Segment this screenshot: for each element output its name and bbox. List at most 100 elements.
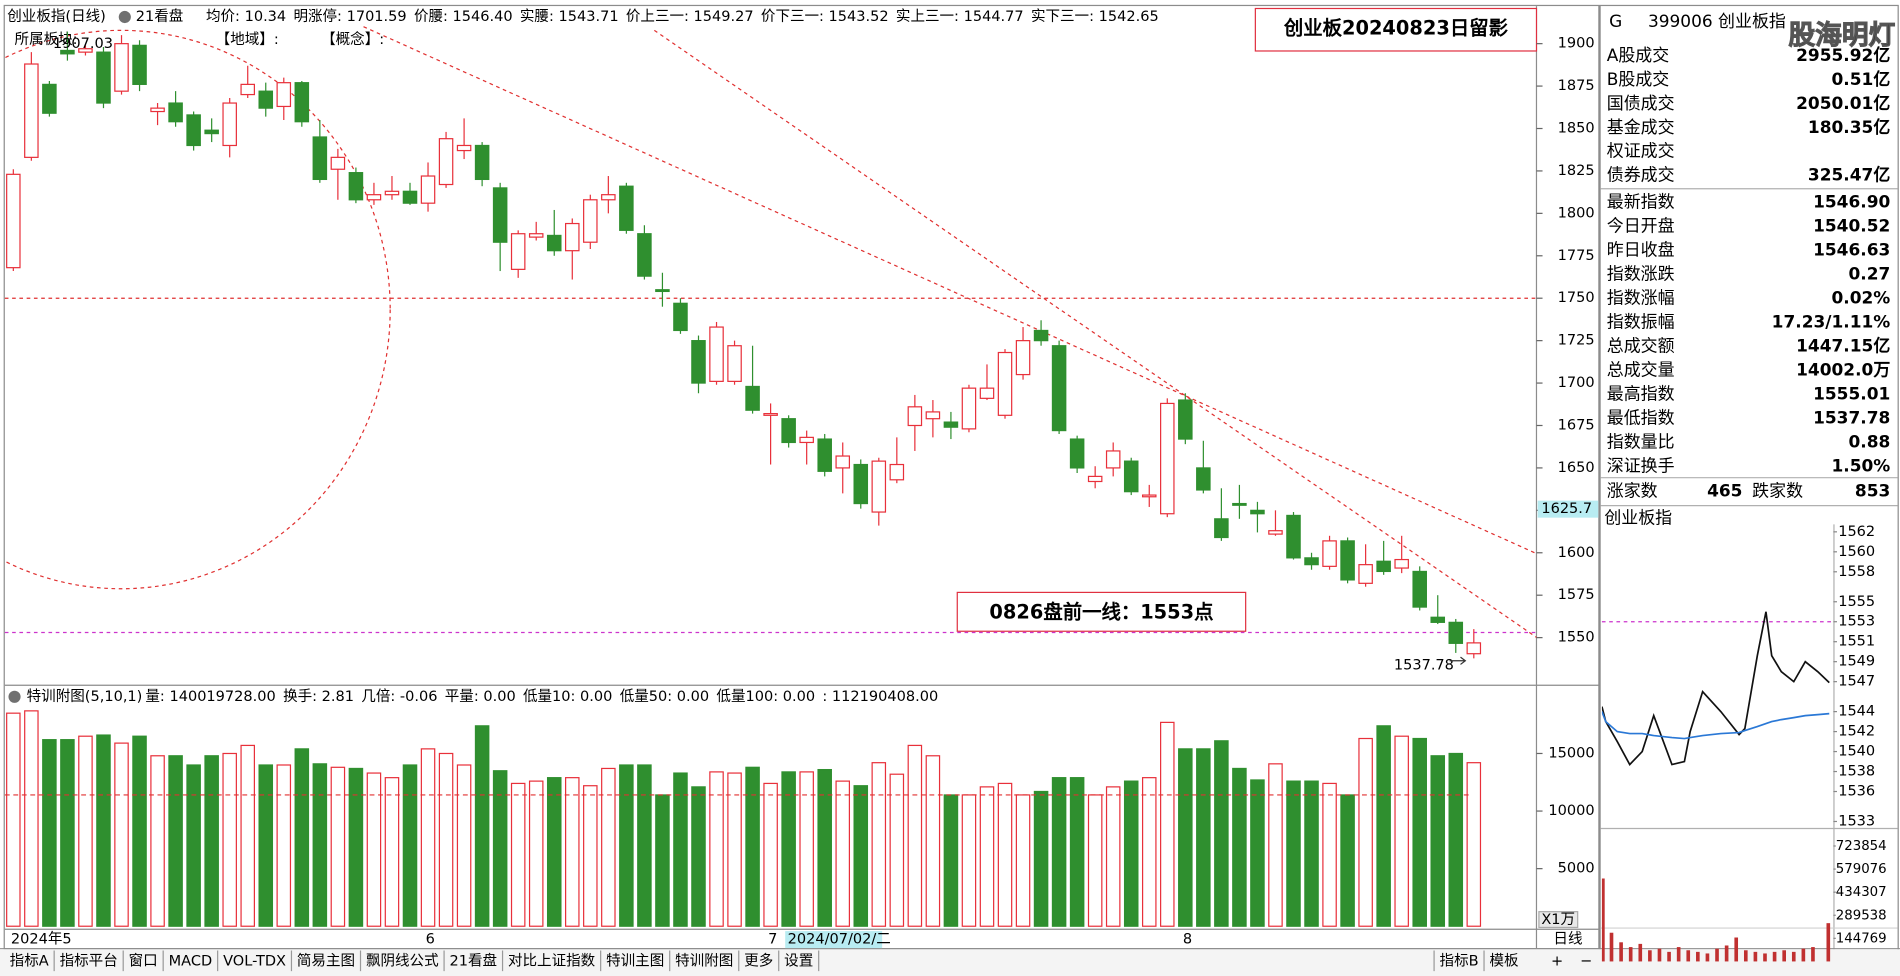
toolbar-tab[interactable]: 更多 xyxy=(744,952,773,969)
toolbar-tab[interactable]: 指标B xyxy=(1440,952,1479,969)
volume-bar xyxy=(943,794,959,927)
volume-bar xyxy=(1696,951,1700,962)
toolbar-tab[interactable]: 指标A xyxy=(10,952,49,969)
volume-bar xyxy=(709,771,724,927)
y-tick-label: 1800 xyxy=(1558,204,1595,221)
y-tick-label: 1555 xyxy=(1838,593,1875,610)
volume-bar xyxy=(1214,740,1229,927)
volume-bar xyxy=(763,782,778,927)
candle-body xyxy=(168,102,183,123)
toolbar-tab[interactable]: 指标平台 xyxy=(60,952,118,969)
y-tick-label: 1575 xyxy=(1558,586,1595,603)
volume-bar xyxy=(420,748,436,927)
trend-line xyxy=(363,26,1537,555)
candle-body xyxy=(1268,530,1283,535)
toolbar-tab[interactable]: VOL-TDX xyxy=(223,952,286,969)
zoom-button[interactable]: − xyxy=(1580,952,1592,969)
candle-body xyxy=(1232,502,1247,506)
candle-body xyxy=(655,289,670,293)
volume-bar xyxy=(492,770,508,927)
period-tab[interactable]: 日线 xyxy=(1553,931,1582,948)
toolbar-tab[interactable]: MACD xyxy=(169,952,213,969)
x-tick-label: 8 xyxy=(1183,931,1192,948)
watermark: 股海明灯 xyxy=(1789,20,1896,51)
volume-bar xyxy=(6,712,21,927)
stat-label: 指数涨幅 xyxy=(1607,289,1675,309)
candle-body xyxy=(691,340,706,384)
toolbar-tab[interactable]: 特训附图 xyxy=(675,952,733,969)
volume-bar xyxy=(817,768,832,927)
volume-bar xyxy=(889,773,905,927)
legend-item: 低量10: 0.00 xyxy=(523,688,612,705)
y-tick-label: 579076 xyxy=(1836,862,1887,877)
candle-body xyxy=(583,199,598,243)
y-tick-label: 1700 xyxy=(1558,374,1595,391)
cursor-date: 2024/07/02/二 xyxy=(788,931,891,948)
stat-label: 指数涨跌 xyxy=(1607,265,1675,285)
toolbar-tab[interactable]: 模板 xyxy=(1489,951,1519,969)
volume-bar xyxy=(240,744,255,927)
toolbar-tab[interactable]: 飘阴线公式 xyxy=(366,952,439,969)
candle-body xyxy=(492,187,508,243)
candle-body xyxy=(42,83,57,114)
candle-body xyxy=(1286,514,1301,559)
circle-drawing xyxy=(4,29,391,590)
legend-item: 低量100: 0.00 xyxy=(716,688,815,705)
candle-body xyxy=(637,233,652,277)
volume-bar xyxy=(348,767,364,927)
candle-body xyxy=(150,107,165,113)
stat-value: 0.27 xyxy=(1848,265,1890,285)
volume-bar xyxy=(1376,725,1391,927)
legend-item: 几倍: -0.06 xyxy=(361,688,437,705)
volume-bar xyxy=(1394,735,1409,927)
stat-value: 853 xyxy=(1855,482,1890,502)
volume-bar xyxy=(1141,777,1157,927)
toolbar-tab[interactable]: 对比上证指数 xyxy=(508,952,596,969)
toolbar-tab[interactable]: 设置 xyxy=(784,952,813,969)
candle-body xyxy=(1196,467,1211,491)
candle-body xyxy=(745,385,760,411)
toolbar-tab[interactable]: 简易主图 xyxy=(297,952,355,969)
toolbar-tab[interactable]: 21看盘 xyxy=(450,951,498,969)
volume-bar xyxy=(1791,951,1796,962)
candle-body xyxy=(907,406,923,427)
stat-label: 最低指数 xyxy=(1607,408,1675,428)
candle-body xyxy=(186,114,201,147)
toolbar-tab[interactable]: 窗口 xyxy=(129,951,158,969)
volume-bar xyxy=(1015,794,1031,927)
volume-bar xyxy=(276,764,292,927)
volume-bar xyxy=(204,755,219,927)
y-tick-label: 1550 xyxy=(1558,629,1595,646)
header-item: 实腰: 1543.71 xyxy=(520,8,619,25)
header-item: 价下三一: 1543.52 xyxy=(761,8,889,25)
candle-body xyxy=(619,185,634,231)
volume-bar xyxy=(60,739,75,927)
y-tick-label: 1551 xyxy=(1838,633,1875,650)
candle-body xyxy=(1160,402,1175,515)
volume-bar xyxy=(1196,748,1211,927)
volume-bar xyxy=(925,755,941,927)
zoom-button[interactable]: + xyxy=(1551,952,1563,969)
stat-label: 债券成交 xyxy=(1607,166,1675,186)
candle-body xyxy=(258,90,274,109)
candle-body xyxy=(1141,494,1157,498)
volume-bar xyxy=(1826,923,1831,962)
toolbar-tab[interactable]: 特训主图 xyxy=(606,952,664,969)
volume-bar xyxy=(1811,947,1815,962)
candle-body xyxy=(132,44,147,85)
volume-bar xyxy=(1705,953,1710,962)
volume-bar xyxy=(1069,777,1085,927)
chart-title: 创业板指(日线) xyxy=(7,7,106,25)
indicator: 21看盘 xyxy=(136,7,184,25)
y-tick-label: 1850 xyxy=(1558,119,1595,136)
candle-body xyxy=(366,194,382,201)
volume-bar xyxy=(565,777,580,927)
y-tick-label: 1875 xyxy=(1558,77,1595,94)
volume-bar xyxy=(835,780,851,927)
stat-label: 今日开盘 xyxy=(1607,217,1675,237)
volume-bar xyxy=(1250,779,1265,927)
stat-value: 2955.92亿 xyxy=(1796,45,1890,66)
candle-body xyxy=(1340,540,1355,581)
intraday-title: 创业板指 xyxy=(1604,508,1672,528)
